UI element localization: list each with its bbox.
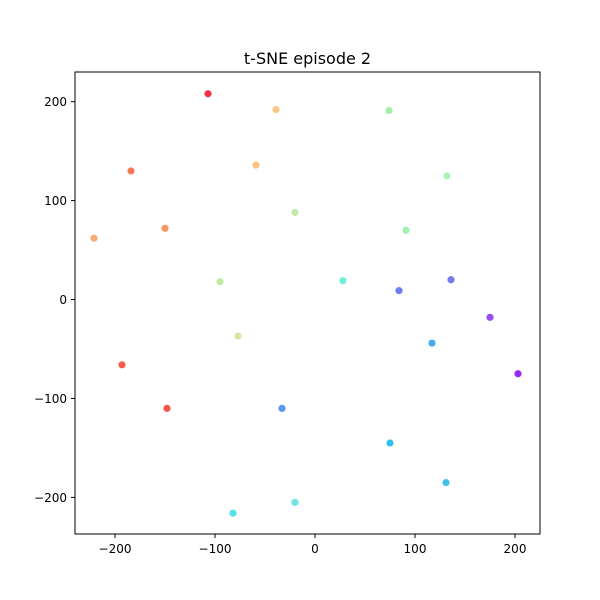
data-point (161, 224, 169, 232)
y-tick-label: −200 (34, 491, 67, 505)
data-point (442, 478, 450, 487)
y-tick-label: 200 (44, 95, 67, 109)
data-point (428, 339, 436, 347)
data-point (216, 278, 224, 286)
y-tick-label: 100 (44, 194, 67, 208)
x-tick-label: 100 (404, 542, 427, 556)
data-point (339, 277, 347, 285)
x-axis: −200 −100 0 100 200 (99, 534, 527, 556)
x-tick-label: −100 (199, 542, 232, 556)
plot-area (75, 72, 540, 534)
y-tick-label: 0 (59, 293, 67, 307)
data-point (272, 105, 280, 114)
data-point (486, 313, 494, 321)
data-point (385, 106, 393, 115)
plot-frame (74, 71, 541, 535)
x-tick-label: 0 (311, 542, 319, 556)
chart-title: t-SNE episode 2 (244, 49, 371, 68)
data-point (127, 167, 135, 175)
data-point (291, 208, 299, 217)
data-point (278, 404, 286, 412)
x-tick-label: −200 (99, 542, 132, 556)
data-point (118, 361, 126, 369)
data-point (204, 90, 212, 98)
data-point (252, 161, 260, 169)
y-tick-label: −100 (34, 392, 67, 406)
data-point (395, 287, 403, 295)
y-axis: −200 −100 0 100 200 (34, 95, 75, 505)
data-point (229, 509, 237, 517)
data-point (402, 226, 410, 234)
data-point (234, 332, 242, 340)
data-point (163, 404, 171, 412)
data-point (443, 172, 451, 180)
data-point (447, 276, 455, 284)
data-point (291, 498, 299, 506)
x-tick-label: 200 (504, 542, 527, 556)
data-points (90, 90, 522, 517)
data-point (514, 370, 522, 378)
data-point (386, 439, 394, 447)
data-point (90, 234, 98, 242)
